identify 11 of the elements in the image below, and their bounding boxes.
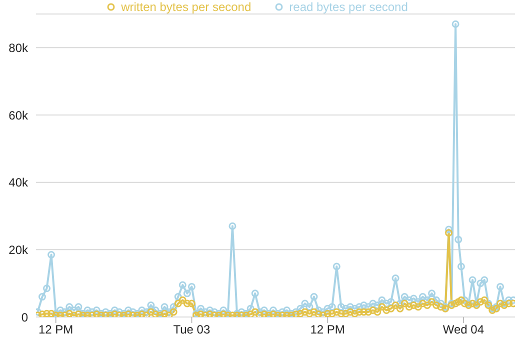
legend-label: read bytes per second	[288, 0, 408, 14]
x-tick-label: 12 PM	[310, 322, 345, 337]
x-tick-label: 12 PM	[38, 322, 74, 337]
x-tick-label: Wed 04	[442, 322, 484, 337]
x-tick-label: Tue 03	[173, 322, 210, 337]
legend-label: written bytes per second	[120, 0, 252, 14]
y-tick-label: 40k	[8, 176, 29, 190]
y-tick-label: 80k	[8, 40, 29, 55]
y-tick-label: 0	[21, 310, 28, 324]
y-tick-label: 60k	[8, 108, 29, 122]
y-tick-label: 20k	[8, 242, 29, 257]
